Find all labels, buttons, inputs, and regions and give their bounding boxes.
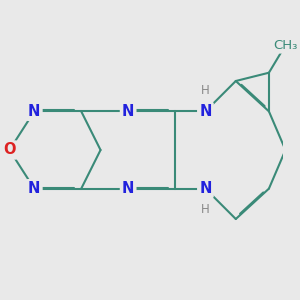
Text: N: N [199,104,212,119]
Text: H: H [201,84,210,97]
Text: CH₃: CH₃ [273,39,298,52]
Text: N: N [28,104,40,119]
Text: O: O [3,142,16,158]
Text: N: N [122,104,134,119]
Text: N: N [199,181,212,196]
Text: N: N [122,181,134,196]
Text: H: H [201,203,210,216]
Text: N: N [28,181,40,196]
